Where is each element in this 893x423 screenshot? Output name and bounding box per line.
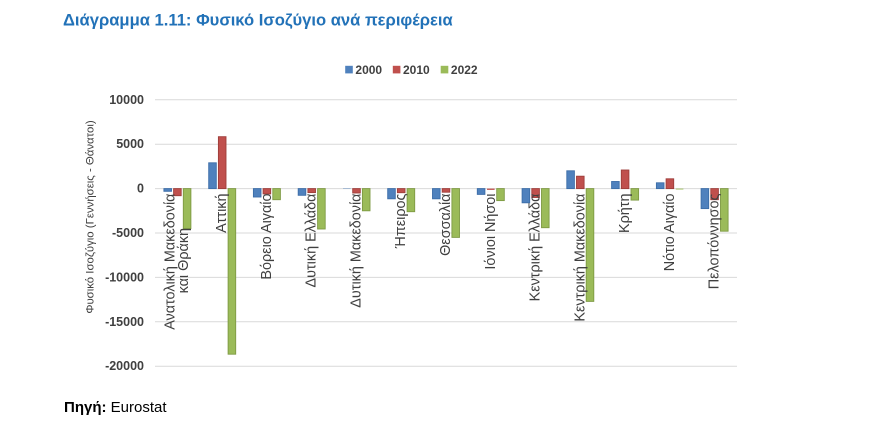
svg-text:2010: 2010 [403, 63, 430, 77]
svg-text:-10000: -10000 [105, 270, 144, 284]
svg-text:Νότιο Αιγαίο: Νότιο Αιγαίο [662, 194, 678, 272]
svg-text:-20000: -20000 [105, 359, 144, 373]
svg-text:5000: 5000 [116, 137, 144, 151]
svg-text:Θεσσαλία: Θεσσαλία [438, 194, 454, 256]
svg-text:Δυτική Μακεδονία: Δυτική Μακεδονία [349, 194, 365, 308]
svg-text:-5000: -5000 [112, 226, 144, 240]
svg-text:-15000: -15000 [105, 315, 144, 329]
svg-text:2000: 2000 [355, 63, 382, 77]
svg-text:Βόρειο Αιγαίο: Βόρειο Αιγαίο [259, 194, 275, 280]
svg-text:Αττική: Αττική [214, 194, 230, 233]
svg-text:Δυτική Ελλάδα: Δυτική Ελλάδα [304, 194, 320, 288]
svg-text:2022: 2022 [451, 63, 478, 77]
svg-text:Ήπειρος: Ήπειρος [393, 193, 409, 249]
svg-text:10000: 10000 [109, 93, 144, 107]
svg-text:Πελοπόννησος: Πελοπόννησος [707, 193, 723, 289]
svg-text:Κεντρική Ελλάδα: Κεντρική Ελλάδα [528, 194, 544, 302]
svg-text:και Θράκη: και Θράκη [176, 228, 192, 293]
svg-text:Ανατολική Μακεδονία: Ανατολική Μακεδονία [163, 194, 179, 330]
svg-text:Διάγραμμα 1.11: Φυσικό Ισοζύγι: Διάγραμμα 1.11: Φυσικό Ισοζύγιο ανά περι… [63, 11, 454, 30]
svg-text:Φυσικό Ισοζύγιο (Γεννήσεις - Θ: Φυσικό Ισοζύγιο (Γεννήσεις - Θάνατοι) [85, 120, 97, 313]
svg-text:Κρήτη: Κρήτη [617, 194, 633, 233]
svg-text:0: 0 [137, 182, 144, 196]
svg-text:Κεντρική Μακεδονία: Κεντρική Μακεδονία [572, 194, 588, 322]
svg-text:Ιόνιοι Νήσοι: Ιόνιοι Νήσοι [483, 194, 499, 270]
svg-text:Πηγή: Eurostat: Πηγή: Eurostat [64, 399, 167, 416]
